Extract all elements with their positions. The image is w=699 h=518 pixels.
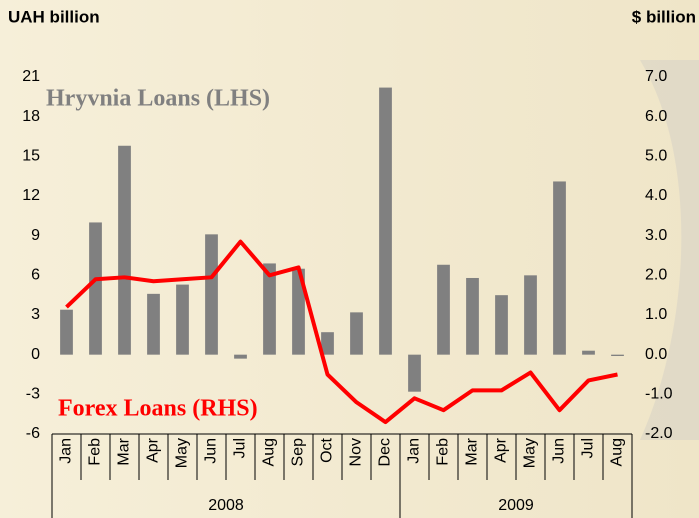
x-tick-label: Dec (377, 438, 394, 466)
x-tick-label: Jul (580, 438, 597, 458)
y2-tick-label: 3.0 (645, 227, 667, 244)
bar (147, 293, 160, 355)
series-annotation: Forex Loans (RHS) (58, 396, 258, 422)
x-tick-label: Apr (493, 437, 510, 463)
y-tick-label: 9 (31, 227, 40, 244)
y2-tick-label: 0.0 (645, 346, 667, 363)
x-tick-label: May (174, 438, 191, 468)
bar (350, 312, 363, 355)
series-annotation: Hryvnia Loans (LHS) (46, 86, 270, 112)
x-tick-label: Mar (464, 437, 481, 465)
x-tick-label: Jun (203, 438, 220, 464)
y-tick-label: 0 (31, 346, 40, 363)
y-tick-label: 21 (22, 68, 40, 85)
group-label: 2009 (498, 497, 534, 514)
x-tick-label: Aug (261, 438, 278, 466)
bar (582, 350, 595, 355)
bar (408, 354, 421, 392)
bar (176, 284, 189, 355)
x-tick-label: Apr (145, 437, 162, 463)
bar (437, 264, 450, 355)
bar (205, 234, 218, 355)
bar (263, 263, 276, 355)
y2-tick-label: -2.0 (645, 425, 673, 442)
x-tick-label: Jun (551, 438, 568, 464)
bar (524, 275, 537, 355)
y2-tick-label: 4.0 (645, 187, 667, 204)
y2-axis-label: $ billion (632, 7, 696, 26)
x-tick-label: Mar (116, 437, 133, 465)
x-tick-label: Sep (290, 438, 307, 467)
y2-tick-label: 6.0 (645, 108, 667, 125)
y-tick-label: 15 (22, 148, 40, 165)
y2-tick-label: 1.0 (645, 306, 667, 323)
bar (379, 87, 392, 355)
y2-tick-label: -1.0 (645, 386, 673, 403)
bar (60, 309, 73, 355)
bar (118, 145, 131, 355)
bar (495, 295, 508, 355)
y-tick-label: 3 (31, 306, 40, 323)
x-tick-label: Nov (348, 438, 365, 466)
x-tick-label: Jan (406, 438, 423, 464)
x-tick-label: Feb (435, 438, 452, 466)
bar (553, 181, 566, 355)
y-tick-label: -3 (26, 386, 40, 403)
bar (234, 354, 247, 359)
x-tick-label: Jul (232, 438, 249, 458)
y2-tick-label: 5.0 (645, 148, 667, 165)
y-tick-label: 12 (22, 187, 40, 204)
y-tick-label: 18 (22, 108, 40, 125)
bar (89, 222, 102, 355)
decoration (640, 60, 699, 440)
y2-tick-label: 7.0 (645, 68, 667, 85)
x-tick-label: Oct (319, 437, 336, 462)
bar (466, 277, 479, 355)
y-tick-label: -6 (26, 425, 40, 442)
y-tick-label: 6 (31, 267, 40, 284)
bar (611, 354, 624, 356)
x-tick-label: May (522, 438, 539, 468)
bar (321, 332, 334, 355)
bar (292, 268, 305, 355)
x-tick-label: Aug (609, 438, 626, 466)
y2-tick-label: 2.0 (645, 267, 667, 284)
x-tick-label: Feb (87, 438, 104, 466)
line (65, 239, 618, 425)
y-axis-label: UAH billion (8, 7, 100, 26)
group-label: 2008 (208, 497, 244, 514)
x-tick-label: Jan (58, 438, 75, 464)
